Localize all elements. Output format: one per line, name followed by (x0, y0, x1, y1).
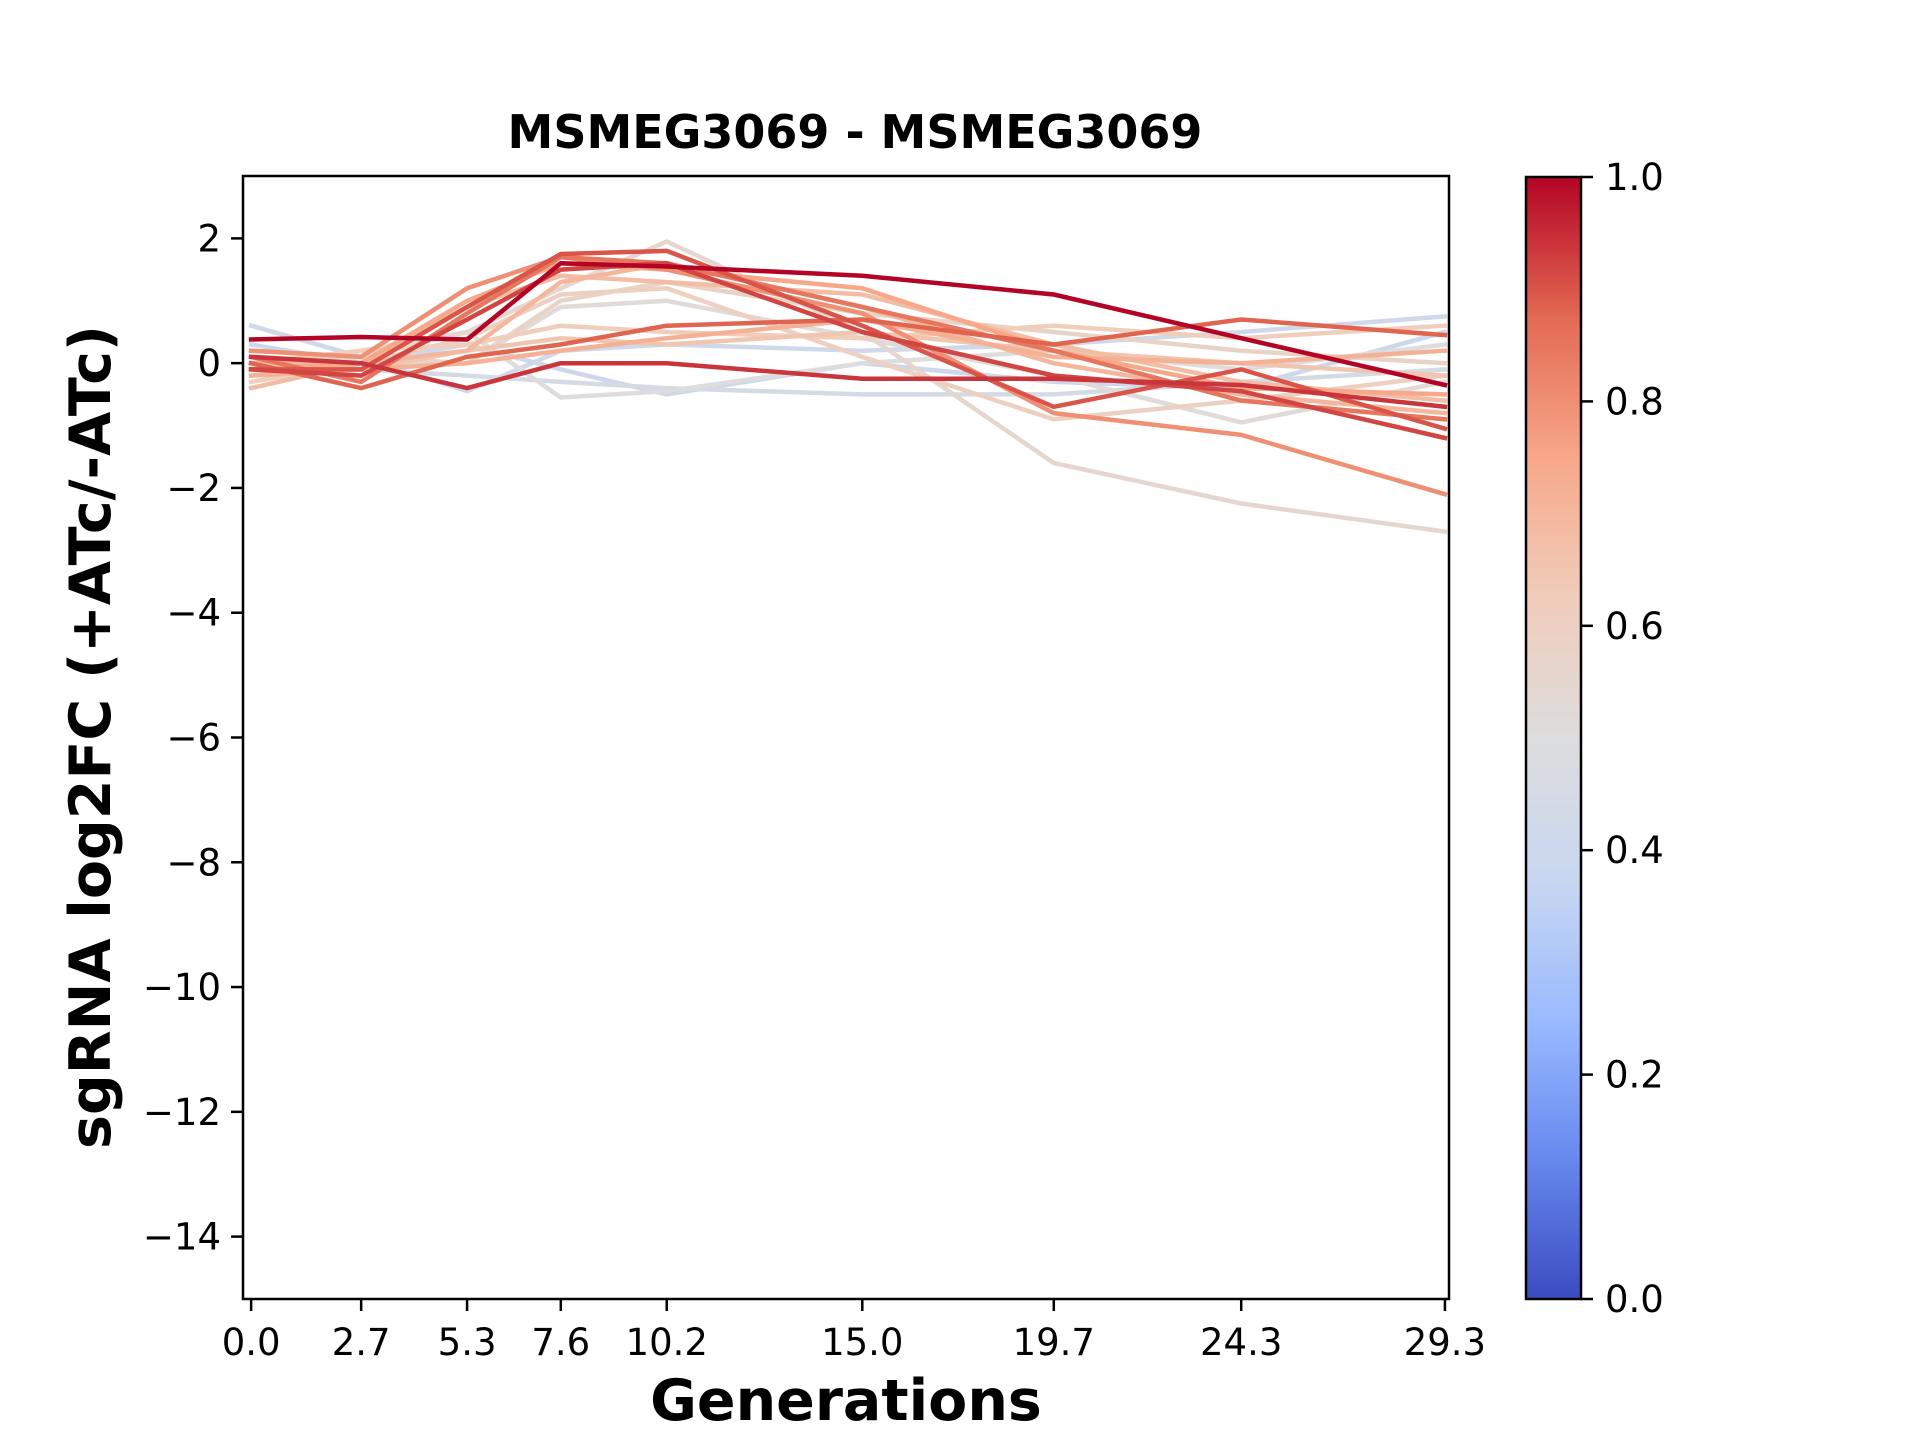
y-tick-label: −6 (166, 717, 221, 760)
series-line (248, 254, 1448, 497)
colorbar-tick-label: 0.8 (1605, 380, 1664, 423)
colorbar-tick-label: 0.2 (1605, 1054, 1664, 1097)
colorbar-axis: 1.0 0.8 0.6 0.4 0.2 0.0 (1581, 156, 1664, 1321)
x-tick-label: 0.0 (222, 1321, 281, 1364)
x-tick-label: 29.3 (1404, 1321, 1486, 1364)
series-line (248, 261, 1448, 388)
y-tick-label: −14 (143, 1216, 221, 1259)
y-axis-label: sgRNA log2FC (+ATc/-ATc) (58, 325, 124, 1149)
y-tick-label: 0 (197, 342, 221, 385)
x-axis: 0.0 2.7 5.3 7.6 10.2 15.0 19.7 24.3 29.3 (222, 1299, 1486, 1364)
x-tick-label: 2.7 (332, 1321, 391, 1364)
x-tick-label: 5.3 (438, 1321, 497, 1364)
x-tick-label: 15.0 (821, 1321, 903, 1364)
x-axis-label: Generations (650, 1368, 1042, 1434)
series-line (248, 354, 1448, 410)
colorbar-tick-label: 0.6 (1605, 605, 1664, 648)
series-layer (248, 239, 1448, 535)
y-tick-label: −12 (143, 1091, 221, 1134)
colorbar-tick-label: 0.0 (1605, 1278, 1664, 1321)
y-tick-label: −10 (143, 966, 221, 1009)
colorbar (1524, 175, 1583, 1301)
y-tick-label: −4 (166, 592, 221, 635)
chart-title: MSMEG3069 - MSMEG3069 (508, 105, 1203, 159)
y-tick-label: −2 (166, 467, 221, 510)
y-axis: 2 0 −2 −4 −6 −8 −10 −12 −14 (143, 217, 243, 1259)
colorbar-tick-label: 1.0 (1605, 156, 1664, 199)
x-tick-label: 10.2 (626, 1321, 708, 1364)
series-line (248, 317, 1448, 391)
x-tick-label: 7.6 (531, 1321, 590, 1364)
y-tick-label: −8 (166, 841, 221, 884)
y-tick-label: 2 (197, 217, 221, 260)
series-line (248, 317, 1448, 378)
x-tick-label: 19.7 (1013, 1321, 1095, 1364)
colorbar-tick-label: 0.4 (1605, 829, 1664, 872)
x-tick-label: 24.3 (1200, 1321, 1282, 1364)
series-line (248, 261, 1448, 441)
